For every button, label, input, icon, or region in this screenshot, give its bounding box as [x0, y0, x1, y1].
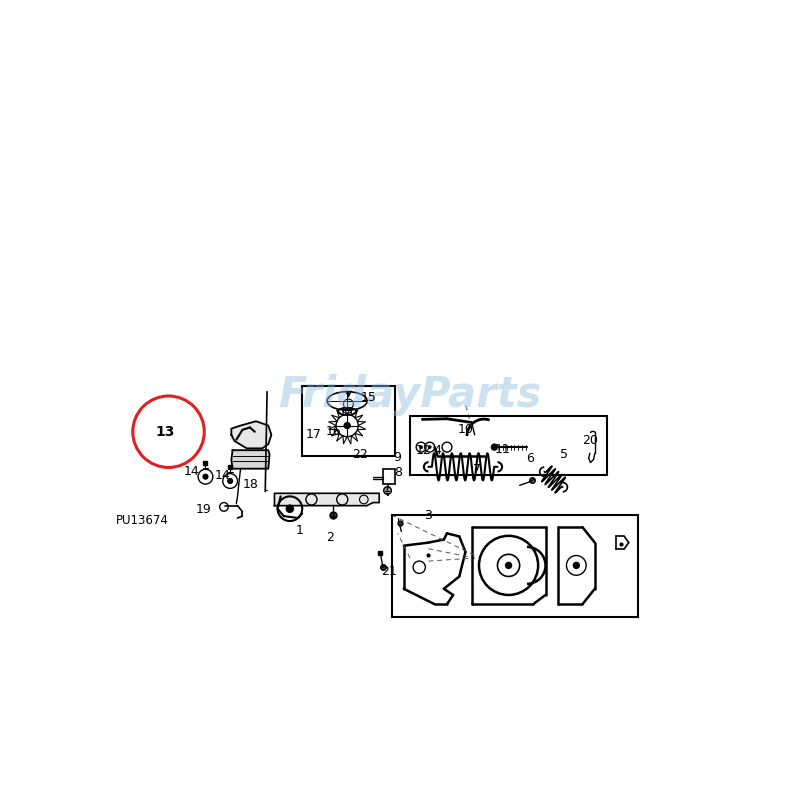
Circle shape — [428, 446, 431, 449]
Circle shape — [286, 505, 294, 513]
Text: 3: 3 — [425, 509, 433, 522]
Circle shape — [343, 422, 351, 430]
Text: 20: 20 — [582, 434, 598, 447]
Text: 1: 1 — [295, 524, 303, 537]
Text: 12: 12 — [416, 444, 431, 458]
Text: 5: 5 — [560, 448, 568, 461]
Text: FridayParts: FridayParts — [278, 374, 542, 416]
Text: 6: 6 — [526, 452, 534, 465]
Text: 4: 4 — [433, 444, 441, 458]
Polygon shape — [274, 494, 379, 506]
Polygon shape — [231, 450, 270, 469]
Text: 2: 2 — [326, 531, 334, 544]
Circle shape — [490, 443, 498, 451]
Bar — [391, 515, 638, 617]
Text: 21: 21 — [381, 565, 397, 578]
Text: 17: 17 — [306, 428, 322, 442]
Text: 19: 19 — [196, 503, 211, 516]
Bar — [410, 416, 607, 475]
Text: 14: 14 — [184, 466, 200, 478]
Polygon shape — [231, 422, 271, 448]
Bar — [302, 386, 394, 456]
Text: 10: 10 — [458, 423, 474, 436]
Circle shape — [227, 478, 234, 484]
Text: 15: 15 — [360, 390, 376, 404]
Bar — [383, 469, 395, 484]
Text: 7: 7 — [473, 462, 481, 476]
Text: 14: 14 — [214, 469, 230, 482]
Text: 8: 8 — [394, 466, 402, 479]
Text: 22: 22 — [352, 448, 368, 461]
Circle shape — [419, 446, 423, 449]
Circle shape — [505, 562, 512, 569]
Text: PU13674: PU13674 — [115, 514, 169, 527]
Text: 9: 9 — [394, 451, 402, 464]
Text: 11: 11 — [494, 443, 510, 456]
Text: 18: 18 — [242, 478, 258, 490]
Text: 13: 13 — [156, 425, 175, 438]
Circle shape — [573, 562, 580, 569]
Circle shape — [202, 474, 209, 480]
Text: 16: 16 — [326, 426, 342, 438]
